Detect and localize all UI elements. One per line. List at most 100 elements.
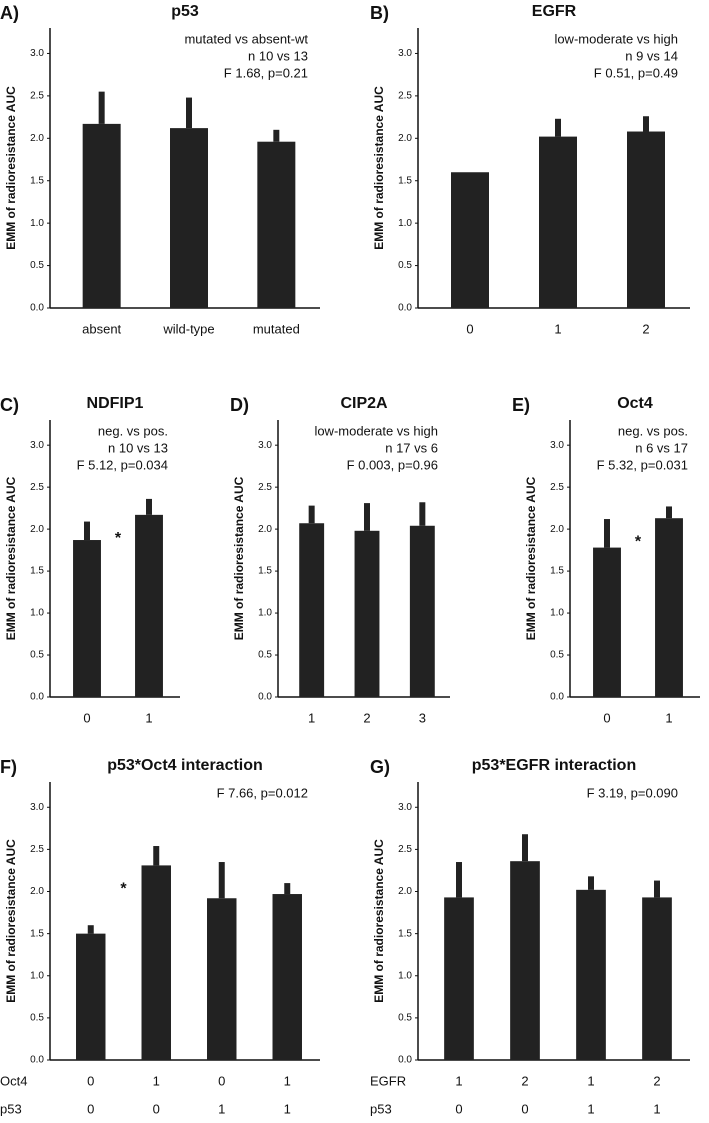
x-tick-label: 2 bbox=[642, 321, 649, 336]
y-axis-label: EMM of radioresistance AUC bbox=[232, 476, 246, 640]
bar bbox=[444, 897, 474, 1060]
bar bbox=[207, 898, 237, 1060]
y-tick-label: 2.5 bbox=[30, 91, 44, 102]
bar bbox=[170, 128, 208, 308]
error-bar bbox=[98, 91, 105, 124]
chart-title: p53*EGFR interaction bbox=[472, 757, 636, 774]
error-bar bbox=[284, 883, 291, 895]
annotation: n 10 vs 13 bbox=[108, 440, 168, 455]
annotation: F 5.32, p=0.031 bbox=[597, 457, 688, 472]
panel-label: D) bbox=[230, 395, 249, 415]
annotation: n 17 vs 6 bbox=[385, 440, 438, 455]
y-tick-label: 0.5 bbox=[398, 260, 412, 271]
error-bar bbox=[654, 880, 660, 898]
error-bar bbox=[273, 129, 280, 142]
chart-title: p53*Oct4 interaction bbox=[107, 757, 263, 774]
y-tick-label: 3.0 bbox=[30, 802, 44, 813]
annotation: F 7.66, p=0.012 bbox=[217, 785, 308, 800]
y-tick-label: 3.0 bbox=[550, 440, 564, 451]
x-tick-label: 1 bbox=[665, 710, 672, 725]
x-tick-label: 0 bbox=[87, 1073, 94, 1088]
error-bar bbox=[419, 502, 426, 526]
y-tick-label: 1.0 bbox=[30, 608, 44, 619]
panel-label: G) bbox=[370, 757, 390, 777]
y-axis-label: EMM of radioresistance AUC bbox=[372, 839, 386, 1003]
row-label: p53 bbox=[370, 1101, 392, 1116]
chart-title: p53 bbox=[171, 3, 199, 20]
x-tick-label: 1 bbox=[587, 1101, 594, 1116]
y-tick-label: 2.5 bbox=[30, 482, 44, 493]
error-bar bbox=[604, 519, 610, 548]
y-tick-label: 0.5 bbox=[30, 1013, 44, 1024]
error-bar bbox=[588, 876, 594, 890]
bar bbox=[141, 865, 171, 1060]
panel-label: E) bbox=[512, 395, 530, 415]
y-tick-label: 1.5 bbox=[30, 175, 44, 186]
annotation: neg. vs pos. bbox=[98, 423, 168, 438]
x-tick-label: 1 bbox=[284, 1101, 291, 1116]
error-bar bbox=[456, 862, 462, 898]
annotation: low-moderate vs high bbox=[314, 423, 438, 438]
y-tick-label: 1.5 bbox=[398, 175, 412, 186]
bar bbox=[76, 933, 106, 1060]
annotation: n 6 vs 17 bbox=[635, 440, 688, 455]
bar bbox=[82, 123, 121, 308]
bar bbox=[73, 540, 101, 697]
bar bbox=[593, 547, 621, 697]
x-tick-label: 0 bbox=[218, 1073, 225, 1088]
panel-label: A) bbox=[0, 3, 19, 23]
row-label: Oct4 bbox=[0, 1073, 27, 1088]
bar bbox=[354, 530, 380, 697]
bar bbox=[135, 514, 163, 697]
row-label: EGFR bbox=[370, 1073, 406, 1088]
error-bar bbox=[555, 118, 561, 137]
x-tick-label: 2 bbox=[363, 710, 370, 725]
error-bar bbox=[308, 505, 315, 524]
error-bar bbox=[364, 503, 370, 531]
x-tick-label: 2 bbox=[521, 1073, 528, 1088]
y-tick-label: 1.5 bbox=[30, 928, 44, 939]
y-tick-label: 0.0 bbox=[258, 692, 272, 703]
annotation: F 5.12, p=0.034 bbox=[77, 457, 168, 472]
bar bbox=[642, 897, 672, 1060]
y-tick-label: 2.0 bbox=[258, 524, 272, 535]
y-tick-label: 0.0 bbox=[30, 1055, 44, 1066]
y-tick-label: 2.5 bbox=[30, 844, 44, 855]
x-tick-label: 1 bbox=[284, 1073, 291, 1088]
y-tick-label: 1.0 bbox=[550, 608, 564, 619]
annotation: neg. vs pos. bbox=[618, 423, 688, 438]
y-tick-label: 1.5 bbox=[550, 566, 564, 577]
y-tick-label: 0.5 bbox=[550, 650, 564, 661]
y-tick-label: 1.5 bbox=[398, 928, 412, 939]
y-tick-label: 3.0 bbox=[398, 802, 412, 813]
x-tick-label: 1 bbox=[653, 1101, 660, 1116]
y-tick-label: 3.0 bbox=[30, 440, 44, 451]
bar bbox=[510, 861, 540, 1060]
y-tick-label: 1.0 bbox=[258, 608, 272, 619]
y-tick-label: 2.5 bbox=[550, 482, 564, 493]
annotation: F 0.51, p=0.49 bbox=[594, 65, 678, 80]
annotation: F 1.68, p=0.21 bbox=[224, 65, 308, 80]
bar bbox=[539, 136, 577, 308]
y-tick-label: 1.0 bbox=[398, 970, 412, 981]
y-tick-label: 1.5 bbox=[30, 566, 44, 577]
panel-label: F) bbox=[0, 757, 17, 777]
bar bbox=[409, 525, 435, 697]
x-tick-label: wild-type bbox=[162, 321, 214, 336]
bar bbox=[627, 131, 665, 308]
y-tick-label: 2.0 bbox=[30, 886, 44, 897]
y-tick-label: 2.0 bbox=[550, 524, 564, 535]
annotation: F 3.19, p=0.090 bbox=[587, 785, 678, 800]
annotation: F 0.003, p=0.96 bbox=[347, 457, 438, 472]
x-tick-label: 2 bbox=[653, 1073, 660, 1088]
y-axis-label: EMM of radioresistance AUC bbox=[4, 86, 18, 250]
error-bar bbox=[666, 506, 672, 519]
y-tick-label: 3.0 bbox=[258, 440, 272, 451]
bar bbox=[257, 141, 296, 308]
annotation: n 9 vs 14 bbox=[625, 48, 678, 63]
error-bar bbox=[186, 97, 192, 129]
y-tick-label: 0.5 bbox=[398, 1013, 412, 1024]
y-tick-label: 2.0 bbox=[398, 886, 412, 897]
significance-mark: * bbox=[115, 530, 122, 547]
